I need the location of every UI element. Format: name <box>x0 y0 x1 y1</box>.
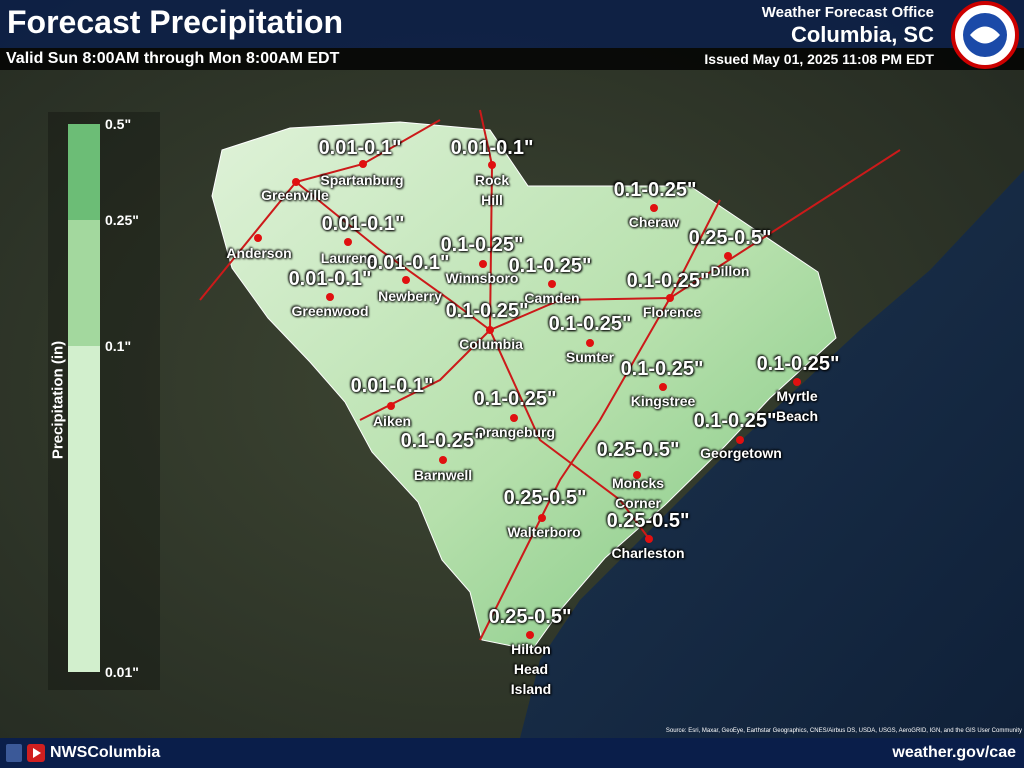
amount-label: 0.1-0.25" <box>626 270 710 292</box>
city-dot <box>479 260 487 268</box>
city-dot <box>387 402 395 410</box>
city-name: Spartanburg <box>320 172 404 188</box>
city-name: Dillon <box>710 263 750 279</box>
city-name: Greenwood <box>291 303 369 319</box>
city-name: Kingstree <box>630 393 696 409</box>
source: Source: Esri, Maxar, GeoEye, Earthstar G… <box>665 728 1022 734</box>
amount-label: 0.1-0.25" <box>693 410 777 432</box>
state-fill <box>211 121 837 651</box>
amount-label: 0.25-0.5" <box>688 227 772 249</box>
legend-swatch <box>68 124 100 220</box>
website[interactable]: weather.gov/cae <box>892 744 1016 761</box>
subheader-bar <box>0 48 1024 70</box>
city-dot <box>633 471 641 479</box>
city-name: Anderson <box>226 245 292 261</box>
amount-label: 0.1-0.25" <box>548 313 632 335</box>
city-name: Newberry <box>378 288 442 304</box>
amount-label: 0.25-0.5" <box>606 510 690 532</box>
city-name: Columbia <box>459 336 523 352</box>
amount-label: 0.1-0.25" <box>400 430 484 452</box>
city-name: Charleston <box>611 545 685 561</box>
city-dot <box>326 293 334 301</box>
city-dot <box>510 414 518 422</box>
amount-label: 0.01-0.1" <box>350 375 434 397</box>
legend-label: 0.1" <box>105 338 132 354</box>
city-dot <box>254 234 262 242</box>
city-name: Myrtle Beach <box>775 388 819 424</box>
city-name: Barnwell <box>413 467 473 483</box>
ocean <box>520 170 1024 738</box>
legend-label: 0.25" <box>105 212 139 228</box>
city-dot <box>645 535 653 543</box>
amount-label: 0.25-0.5" <box>596 439 680 461</box>
city-name: Camden <box>524 290 580 306</box>
legend-label: 0.01" <box>105 664 139 680</box>
legend-swatch <box>68 220 100 346</box>
city-dot <box>724 252 732 260</box>
city-dot <box>488 161 496 169</box>
city-name: Winnsboro <box>445 270 519 286</box>
city-dot <box>548 280 556 288</box>
city-dot <box>486 326 494 334</box>
legend-panel <box>48 112 160 690</box>
city-dot <box>659 383 667 391</box>
amount-label: 0.01-0.1" <box>366 252 450 274</box>
city-dot <box>439 456 447 464</box>
city-dot <box>793 378 801 386</box>
amount-label: 0.1-0.25" <box>613 179 697 201</box>
amount-label: 0.1-0.25" <box>445 300 529 322</box>
city-name: Rock Hill <box>474 172 510 208</box>
city-name: Laurens <box>320 250 376 266</box>
legend-title: Precipitation (in) <box>49 340 67 460</box>
amount-label: 0.01-0.1" <box>288 268 372 290</box>
city-name: Hilton Head Island <box>510 641 552 697</box>
city-name: Florence <box>642 304 702 320</box>
office: Columbia, SC <box>790 22 934 47</box>
city-dot <box>344 238 352 246</box>
facebook-icon[interactable] <box>6 744 22 762</box>
youtube-play <box>33 748 41 758</box>
amount-label: 0.1-0.25" <box>620 358 704 380</box>
amount-label: 0.1-0.25" <box>473 388 557 410</box>
legend-label: 0.5" <box>105 116 132 132</box>
city-dot <box>666 294 674 302</box>
city-name: Georgetown <box>700 445 782 461</box>
city-dot <box>736 436 744 444</box>
city-dot <box>402 276 410 284</box>
nws-logo <box>951 1 1019 69</box>
city-name: Walterboro <box>507 524 581 540</box>
footer-bar <box>0 738 1024 768</box>
amount-label: 0.25-0.5" <box>488 606 572 628</box>
office-line: Weather Forecast Office <box>761 4 934 21</box>
city-dot <box>650 204 658 212</box>
amount-label: 0.1-0.25" <box>440 234 524 256</box>
amount-label: 0.01-0.1" <box>450 137 534 159</box>
amount-label: 0.25-0.5" <box>503 487 587 509</box>
city-dot <box>292 178 300 186</box>
city-name: Cheraw <box>628 214 680 230</box>
amount-label: 0.1-0.25" <box>756 353 840 375</box>
city-name: Orangeburg <box>474 424 556 440</box>
legend-swatch <box>68 346 100 672</box>
city-name: Greenville <box>261 187 329 203</box>
header-bar <box>0 0 1024 48</box>
city-dot <box>359 160 367 168</box>
amount-label: 0.01-0.1" <box>318 137 402 159</box>
social-handle[interactable]: NWSColumbia <box>50 744 161 761</box>
city-dot <box>538 514 546 522</box>
amount-label: 0.01-0.1" <box>321 213 405 235</box>
issued: Issued May 01, 2025 11:08 PM EDT <box>704 51 934 67</box>
city-name: Aiken <box>372 413 412 429</box>
amount-label: 0.1-0.25" <box>508 255 592 277</box>
city-name: Sumter <box>565 349 615 365</box>
subtitle: Valid Sun 8:00AM through Mon 8:00AM EDT <box>6 50 340 67</box>
city-dot <box>526 631 534 639</box>
city-name: Moncks Corner <box>611 475 665 511</box>
title: Forecast Precipitation <box>7 4 344 40</box>
city-dot <box>586 339 594 347</box>
